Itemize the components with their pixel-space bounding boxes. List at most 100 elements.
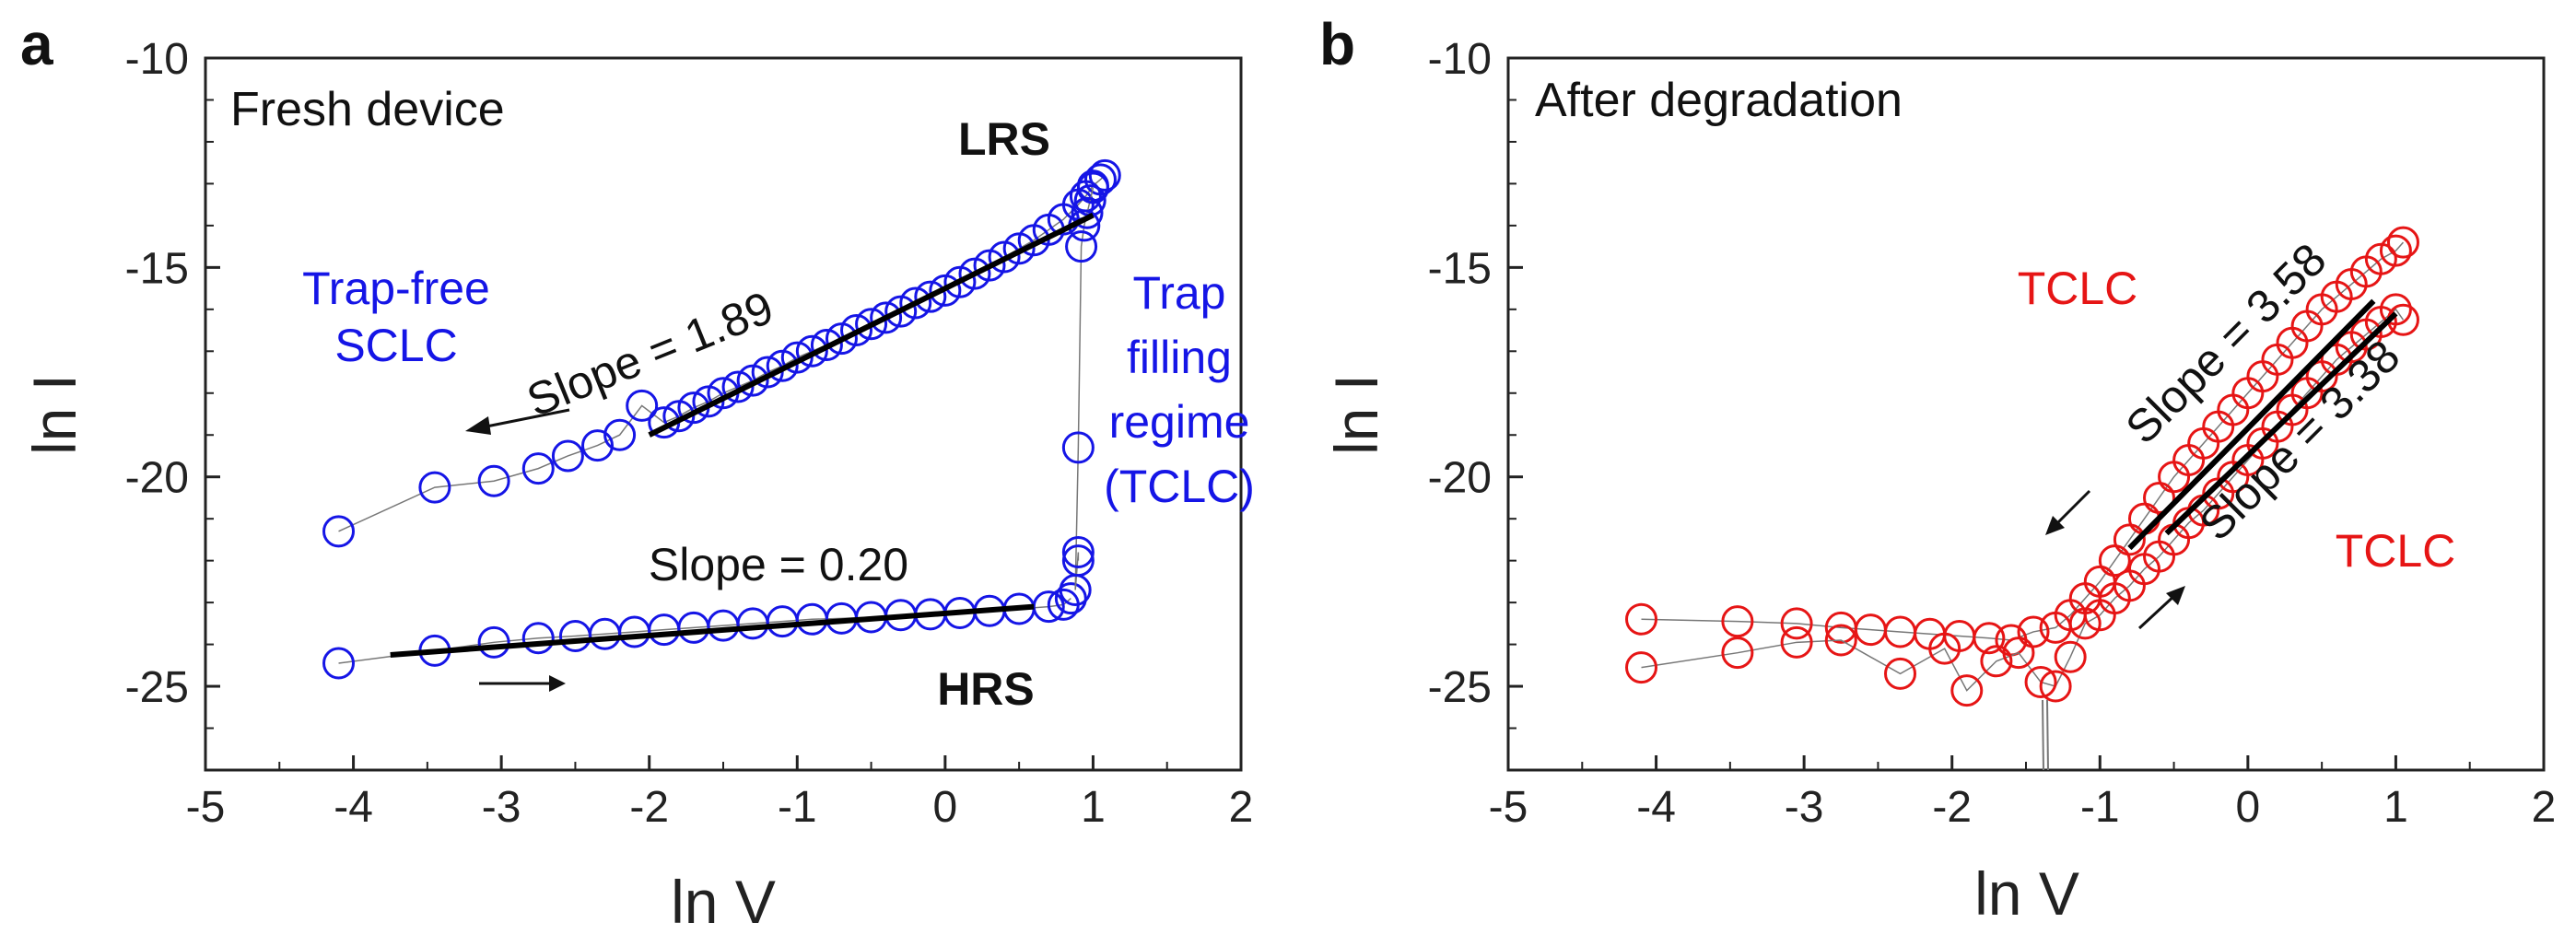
panel-b-x-axis-title: ln V — [1974, 859, 2079, 928]
forward-sweep-arrow-b — [2137, 592, 2178, 630]
lrs-label: LRS — [958, 113, 1050, 165]
x-tick-label: -2 — [629, 783, 669, 832]
tclc-paren-label: (TCLC) — [1104, 461, 1255, 512]
panel-b-data — [1625, 226, 2419, 707]
x-tick-label: 2 — [2532, 783, 2557, 832]
data-point — [551, 439, 584, 473]
x-tick-label: -4 — [334, 783, 373, 832]
fit-line-0 — [648, 212, 1095, 438]
x-tick-label: 0 — [2236, 783, 2261, 832]
series-connector-0 — [1641, 241, 2405, 641]
y-tick-label: -15 — [125, 244, 189, 293]
y-tick-label: -15 — [1428, 244, 1492, 293]
y-tick-label: -10 — [1428, 35, 1492, 84]
data-point — [1884, 657, 1917, 690]
panel-a-ticks: -5 -4 -3 -2 -1 0 1 2-10-15-20-25 — [125, 35, 1254, 832]
data-point — [2379, 293, 2412, 326]
data-point — [418, 471, 451, 504]
data-point — [1980, 645, 2013, 678]
data-point — [322, 647, 356, 680]
reverse-sweep-arrow-a — [476, 408, 570, 430]
data-point — [1059, 573, 1092, 606]
data-point — [1065, 230, 1098, 263]
data-point — [810, 328, 843, 361]
slope-0-20-label: Slope = 0.20 — [649, 539, 908, 590]
y-tick-label: -10 — [125, 35, 189, 84]
data-point — [795, 334, 828, 368]
data-point — [855, 308, 888, 341]
panel-a-letter: a — [20, 11, 53, 77]
reverse-sweep-arrowhead-a — [465, 416, 491, 435]
data-point — [322, 515, 356, 548]
panel-a-plot-frame — [204, 56, 1243, 772]
x-tick-label: -5 — [1489, 783, 1528, 832]
forward-sweep-arrowhead-b — [2166, 586, 2185, 605]
data-point — [1625, 651, 1658, 684]
panel-a-y-axis-title: ln I — [20, 374, 88, 455]
data-point — [914, 280, 947, 313]
data-point — [1928, 632, 1961, 665]
forward-sweep-arrowhead-a — [549, 675, 566, 692]
data-point — [1088, 158, 1121, 192]
data-point — [521, 452, 555, 485]
tclc-lower-label: TCLC — [2336, 525, 2456, 577]
reverse-sweep-arrowhead-b — [2045, 516, 2065, 535]
panel-b-plot-frame — [1506, 56, 2546, 772]
data-point — [1973, 622, 2006, 655]
x-tick-label: -3 — [1785, 783, 1824, 832]
sclc-label: SCLC — [334, 320, 457, 371]
data-point — [870, 301, 903, 334]
x-tick-label: -5 — [186, 783, 226, 832]
data-point — [2024, 666, 2057, 699]
data-point — [1721, 637, 1754, 670]
data-point — [2379, 234, 2412, 267]
fit-line-1 — [2164, 311, 2398, 536]
fit-line-0 — [2127, 298, 2376, 551]
regime-label: regime — [1109, 396, 1250, 448]
y-tick-label: -20 — [1428, 454, 1492, 503]
trap-label: Trap — [1133, 267, 1226, 319]
data-point — [2386, 226, 2419, 259]
panel-a-fits — [390, 212, 1095, 658]
y-tick-label: -20 — [125, 454, 189, 503]
data-point — [721, 370, 755, 403]
x-tick-label: -1 — [2080, 783, 2120, 832]
fit-line-1 — [390, 603, 1035, 658]
tclc-upper-label: TCLC — [2018, 263, 2138, 314]
data-point — [581, 429, 615, 462]
panel-b-title: After degradation — [1535, 74, 1903, 127]
data-point — [477, 625, 510, 659]
data-point — [1083, 163, 1117, 196]
trap-free-label: Trap-free — [302, 263, 490, 314]
y-tick-label: -25 — [1428, 663, 1492, 712]
data-point — [1061, 431, 1095, 464]
data-point — [1721, 605, 1754, 638]
data-point — [1076, 171, 1109, 204]
panel-a-title: Fresh device — [230, 83, 505, 136]
data-point — [1061, 536, 1095, 569]
panel-b-letter: b — [1319, 11, 1355, 77]
data-point — [2039, 670, 2072, 703]
data-point — [1780, 625, 1813, 659]
data-point — [751, 356, 784, 389]
x-tick-label: 1 — [2383, 783, 2408, 832]
data-point — [626, 389, 659, 422]
data-point — [1071, 196, 1104, 229]
data-point — [1780, 607, 1813, 640]
reverse-sweep-arrow-b — [2053, 489, 2091, 528]
x-tick-label: -3 — [482, 783, 521, 832]
y-tick-label: -25 — [125, 663, 189, 712]
filling-label: filling — [1127, 332, 1232, 383]
panel-b-y-axis-title: ln I — [1322, 374, 1390, 455]
panel-b-fits — [2127, 298, 2398, 551]
data-point — [477, 464, 510, 497]
data-point — [899, 286, 932, 320]
data-point — [1054, 582, 1087, 615]
x-tick-label: 2 — [1229, 783, 1254, 832]
x-tick-label: 0 — [933, 783, 958, 832]
data-point — [1032, 590, 1065, 624]
data-point — [1950, 674, 1984, 707]
data-point — [2002, 637, 2035, 670]
